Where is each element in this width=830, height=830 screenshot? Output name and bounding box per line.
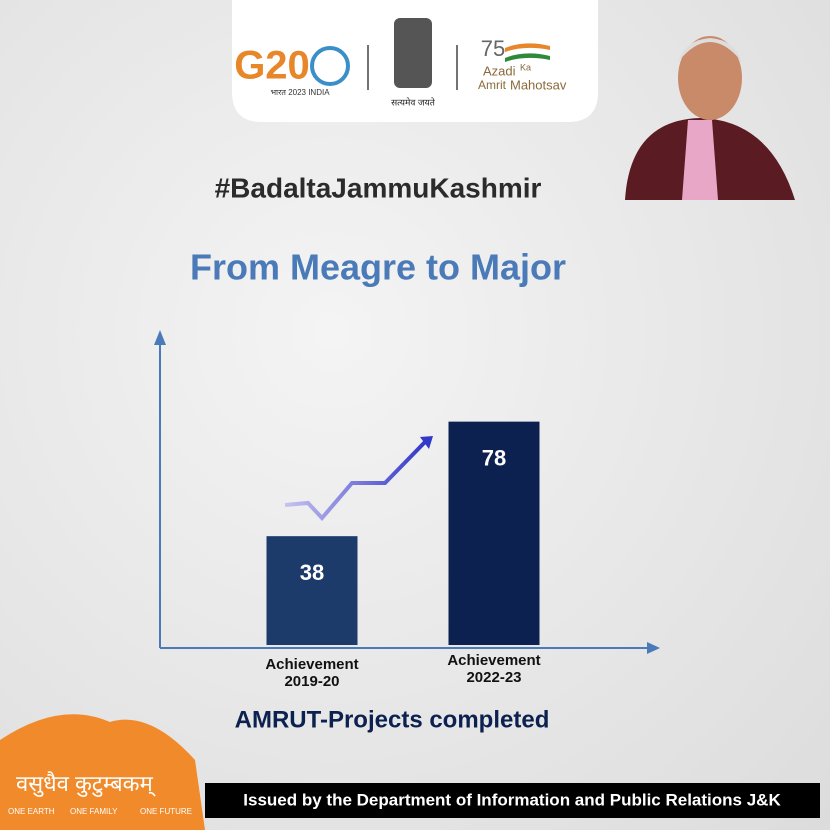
x-tick-label: Achievement 2019-20 [265,656,359,690]
hashtag: #BadaltaJammuKashmir [215,172,542,203]
chart-subtitle: AMRUT-Projects completed [235,706,550,733]
footer-motto: वसुधैव कुटुम्बकम् [16,771,156,797]
amrit: Amrit [478,78,507,92]
footer-bar [205,783,820,818]
emblem [394,18,432,88]
trend-arrow-head [420,436,433,449]
footer-tag: ONE EARTH [8,807,55,816]
x-tick-label: Achievement 2022-23 [447,652,541,686]
footer-tag: ONE FAMILY [70,807,118,816]
footer-issued: Issued by the Department of Information … [243,790,781,809]
value-label: 78 [482,445,506,470]
ka: Ka [520,62,531,72]
flag [505,43,550,52]
trend-arrow [284,440,427,521]
chart-title: From Meagre to Major [190,247,566,288]
value-label: 38 [300,560,324,585]
azadi: Azadi [483,63,516,78]
portrait [625,36,795,200]
arrowhead [647,642,660,654]
azadi-75: 75 [481,36,505,61]
flag [505,53,550,62]
footer-tag: ONE FUTURE [140,807,192,816]
bar [266,536,358,645]
lotus [0,714,205,830]
emblem-motto: सत्यमेव जयते [391,96,436,107]
g20-sub: भारत 2023 INDIA [270,88,330,97]
g20-globe [310,46,350,86]
g20-logo: G20 [234,44,310,88]
mahotsav: Mahotsav [510,77,567,92]
bar [448,421,540,645]
arrowhead [154,330,166,345]
